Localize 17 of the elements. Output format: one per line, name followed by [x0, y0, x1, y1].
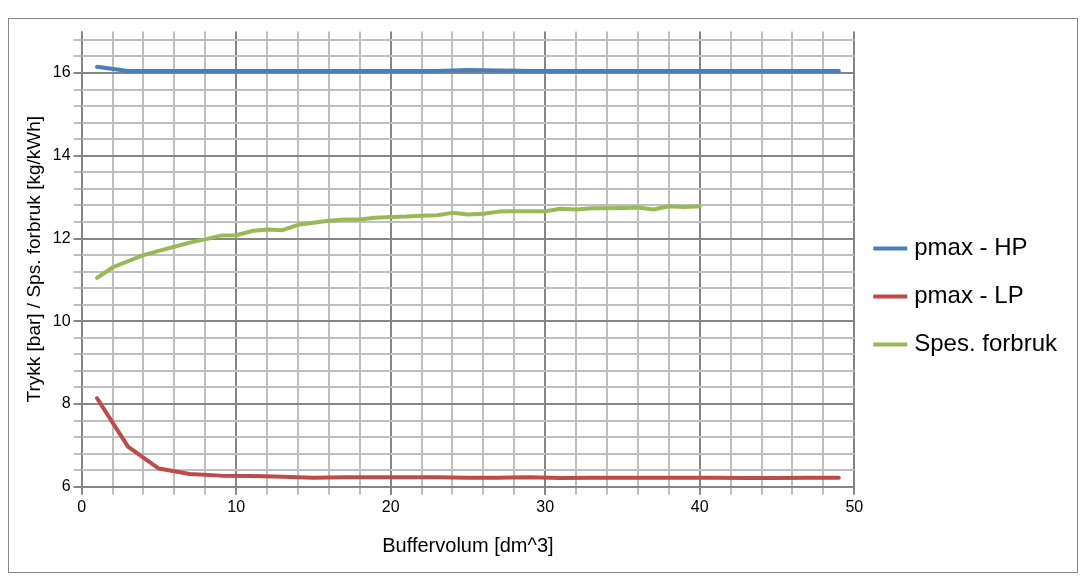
legend-label: pmax - LP: [914, 281, 1024, 309]
y-axis-title: Trykk [bar] / Sps. forbruk [kg/kWh]: [22, 115, 44, 403]
y-tick-label: 6: [61, 477, 71, 495]
x-tick-label: 40: [690, 497, 709, 515]
x-tick-label: 0: [77, 497, 87, 515]
x-axis-title: Buffervolum [dm^3]: [382, 533, 554, 556]
x-tick-label: 10: [227, 497, 246, 515]
y-tick-label: 14: [52, 146, 71, 164]
y-tick-label: 16: [52, 63, 71, 81]
y-tick-label: 10: [52, 311, 71, 329]
y-tick-label: 8: [61, 394, 71, 412]
x-tick-label: 50: [845, 497, 864, 515]
x-tick-label: 20: [381, 497, 400, 515]
legend-label: pmax - HP: [914, 233, 1028, 261]
x-tick-label: 30: [536, 497, 555, 515]
legend-label: Spes. forbruk: [914, 329, 1058, 357]
y-tick-label: 12: [52, 228, 71, 246]
